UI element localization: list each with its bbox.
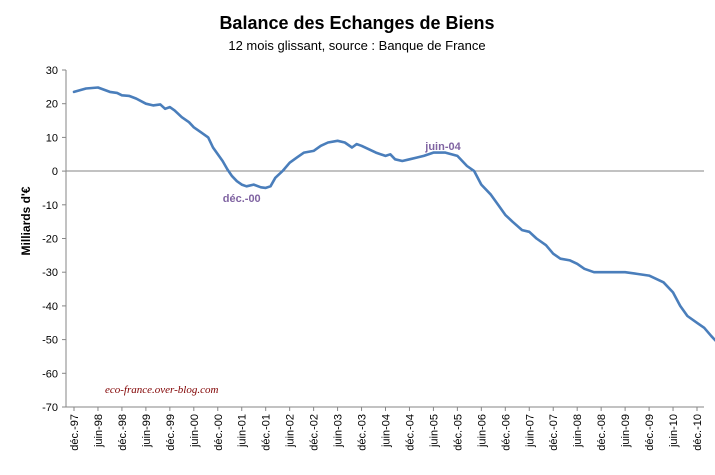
x-tick-label: déc.-09 bbox=[644, 414, 656, 451]
y-tick-label: -70 bbox=[42, 402, 58, 414]
y-tick-label: 20 bbox=[46, 99, 58, 111]
x-tick-label: déc.-05 bbox=[452, 414, 464, 451]
x-tick-label: juin-03 bbox=[333, 414, 345, 448]
x-tick-label: juin-00 bbox=[189, 414, 201, 448]
x-tick-label: déc.-08 bbox=[596, 414, 608, 451]
watermark-text: eco-france.over-blog.com bbox=[105, 384, 218, 396]
x-tick-label: déc.-07 bbox=[548, 414, 560, 451]
y-tick-label: 0 bbox=[52, 166, 58, 178]
x-tick-label: juin-05 bbox=[428, 414, 440, 448]
y-tick-label: -60 bbox=[42, 368, 58, 380]
y-axis-label: Milliards d'€ bbox=[19, 186, 33, 255]
x-tick-label: juin-99 bbox=[141, 414, 153, 448]
x-tick-label: déc.-04 bbox=[404, 414, 416, 451]
x-tick-label: déc.-02 bbox=[309, 414, 321, 451]
y-tick-label: -10 bbox=[42, 200, 58, 212]
annotation-label: déc.-00 bbox=[223, 193, 261, 205]
x-tick-label: juin-07 bbox=[524, 414, 536, 448]
x-tick-label: juin-98 bbox=[93, 414, 105, 448]
series-line bbox=[72, 86, 715, 342]
x-tick-label: déc.-00 bbox=[213, 414, 225, 451]
x-tick-label: déc.-98 bbox=[117, 414, 129, 451]
x-tick-label: juin-10 bbox=[668, 414, 680, 448]
y-tick-label: -40 bbox=[42, 301, 58, 313]
y-tick-label: 30 bbox=[46, 65, 58, 77]
x-tick-label: juin-06 bbox=[476, 414, 488, 448]
chart-title: Balance des Echanges de Biens bbox=[219, 13, 494, 33]
x-tick-label: déc.-97 bbox=[69, 414, 81, 451]
x-tick-label: juin-02 bbox=[285, 414, 297, 448]
chart-subtitle: 12 mois glissant, source : Banque de Fra… bbox=[228, 38, 485, 53]
y-tick-label: 10 bbox=[46, 132, 58, 144]
x-tick-label: déc.-01 bbox=[261, 414, 273, 451]
annotation-label: juin-04 bbox=[424, 141, 461, 153]
x-tick-label: juin-09 bbox=[620, 414, 632, 448]
x-ticks: déc.-97 juin-98 déc.-98 juin-99 déc.-99 juin-… bbox=[69, 407, 704, 451]
y-ticks: 30 20 10 0 -10 -20 -30 -40 -50 -60 -70 bbox=[42, 65, 66, 414]
x-tick-label: déc.-03 bbox=[357, 414, 369, 451]
x-tick-label: déc.-10 bbox=[692, 414, 704, 451]
x-tick-label: déc.-99 bbox=[165, 414, 177, 451]
x-tick-label: déc.-06 bbox=[500, 414, 512, 451]
x-tick-label: juin-01 bbox=[237, 414, 249, 448]
x-tick-label: juin-08 bbox=[572, 414, 584, 448]
x-tick-label: juin-04 bbox=[381, 414, 393, 448]
y-tick-label: -30 bbox=[42, 267, 58, 279]
y-tick-label: -20 bbox=[42, 234, 58, 246]
y-tick-label: -50 bbox=[42, 335, 58, 347]
